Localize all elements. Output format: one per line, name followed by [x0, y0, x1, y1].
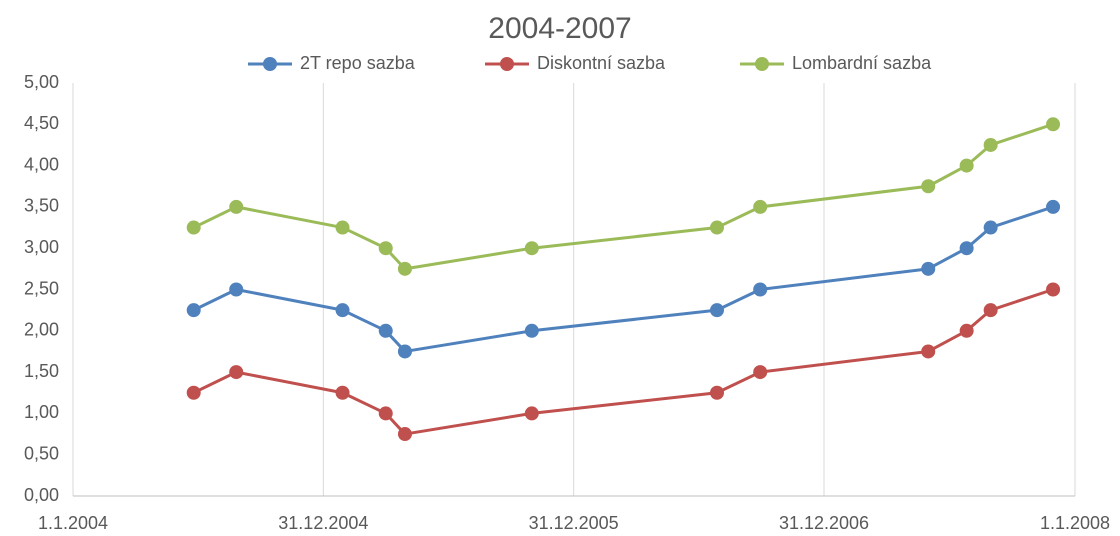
point [378, 241, 393, 256]
legend-label: Diskontní sazba [537, 53, 666, 73]
y-tick-label: 2,00 [24, 320, 59, 340]
point [524, 241, 539, 256]
point [335, 220, 350, 235]
point [959, 158, 974, 173]
point [229, 282, 244, 297]
y-tick-label: 1,50 [24, 361, 59, 381]
point [983, 220, 998, 235]
point [335, 303, 350, 318]
point [709, 303, 724, 318]
x-tick-label: 1.1.2004 [38, 513, 108, 533]
point [1046, 282, 1061, 297]
point [983, 137, 998, 152]
point [921, 344, 936, 359]
point [1046, 117, 1061, 132]
point [709, 220, 724, 235]
y-tick-label: 4,50 [24, 113, 59, 133]
y-tick-label: 0,00 [24, 485, 59, 505]
series-line [193, 288, 1054, 436]
point [397, 427, 412, 442]
point [524, 323, 539, 338]
series-line [193, 205, 1054, 353]
point [335, 385, 350, 400]
y-tick-label: 5,00 [24, 72, 59, 92]
x-tick-label: 31.12.2005 [529, 513, 619, 533]
point [397, 344, 412, 359]
point [753, 199, 768, 214]
point [753, 365, 768, 380]
point [983, 303, 998, 318]
y-tick-label: 4,00 [24, 154, 59, 174]
y-tick-label: 0,50 [24, 443, 59, 463]
x-tick-label: 1.1.2008 [1040, 513, 1110, 533]
point [186, 303, 201, 318]
point [753, 282, 768, 297]
legend-marker [263, 57, 277, 71]
point [397, 261, 412, 276]
legend-label: 2T repo sazba [300, 53, 416, 73]
point [378, 406, 393, 421]
point [1046, 199, 1061, 214]
point [959, 323, 974, 338]
x-tick-label: 31.12.2006 [779, 513, 869, 533]
chart-title: 2004-2007 [488, 12, 631, 45]
point [378, 323, 393, 338]
x-tick-label: 31.12.2004 [278, 513, 368, 533]
y-tick-label: 3,50 [24, 196, 59, 216]
point [229, 365, 244, 380]
series-line [193, 122, 1054, 271]
point [229, 199, 244, 214]
legend-label: Lombardní sazba [792, 53, 932, 73]
y-tick-label: 3,00 [24, 237, 59, 257]
legend-marker [500, 57, 514, 71]
legend-marker [755, 57, 769, 71]
point [921, 179, 936, 194]
point [959, 241, 974, 256]
y-tick-label: 2,50 [24, 278, 59, 298]
point [186, 385, 201, 400]
y-tick-label: 1,00 [24, 402, 59, 422]
point [524, 406, 539, 421]
point [186, 220, 201, 235]
point [709, 385, 724, 400]
point [921, 261, 936, 276]
